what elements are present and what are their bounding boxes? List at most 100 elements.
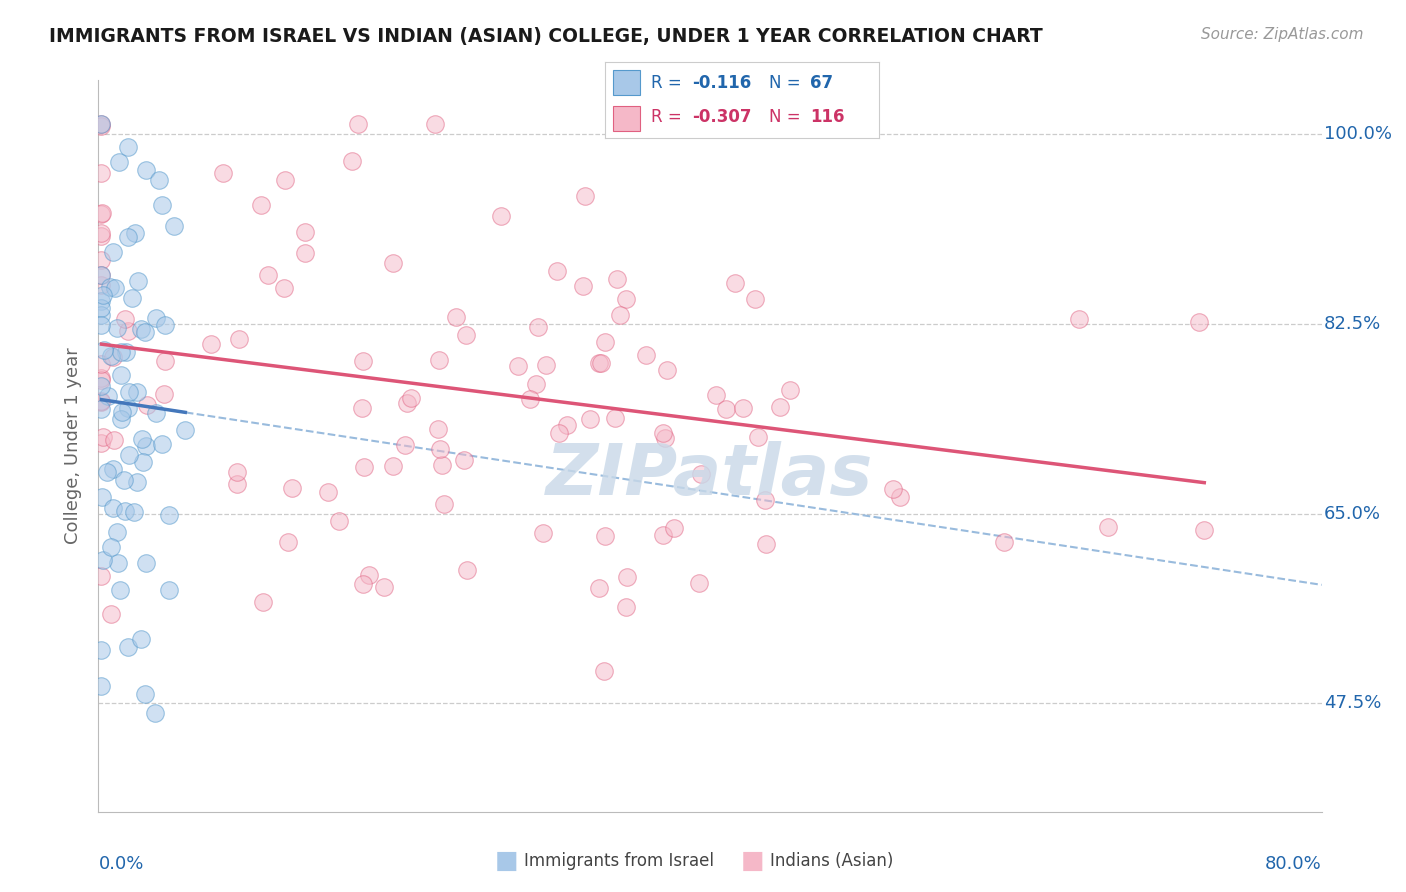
Point: [546, 263, 568, 277]
Point: [433, 497, 456, 511]
Point: [754, 493, 776, 508]
Point: [593, 529, 616, 543]
Point: [588, 581, 610, 595]
Point: [90, 117, 112, 131]
Point: [211, 166, 233, 180]
Text: 80.0%: 80.0%: [1265, 855, 1322, 873]
Point: [121, 292, 143, 306]
Point: [394, 437, 416, 451]
Point: [534, 359, 557, 373]
Point: [704, 388, 727, 402]
Point: [90, 370, 112, 384]
Point: [689, 467, 711, 481]
Point: [117, 401, 139, 415]
Point: [174, 423, 197, 437]
Point: [427, 353, 450, 368]
Point: [90, 117, 112, 131]
Point: [769, 400, 792, 414]
Point: [90, 229, 112, 244]
Point: [124, 226, 146, 240]
Point: [90, 301, 112, 315]
Point: [353, 459, 375, 474]
Point: [90, 318, 112, 332]
Point: [273, 281, 295, 295]
Point: [98, 279, 121, 293]
Point: [1194, 523, 1216, 537]
Point: [1188, 315, 1211, 329]
Point: [90, 357, 112, 371]
Point: [294, 246, 316, 260]
Text: -0.307: -0.307: [692, 109, 752, 127]
Point: [547, 425, 569, 440]
Point: [114, 312, 136, 326]
Text: R =: R =: [651, 73, 682, 92]
Text: N =: N =: [769, 73, 800, 92]
Point: [882, 482, 904, 496]
Point: [603, 410, 626, 425]
Point: [100, 607, 122, 621]
Point: [662, 521, 685, 535]
Text: R =: R =: [651, 109, 682, 127]
Point: [163, 219, 186, 234]
Point: [593, 335, 616, 350]
Point: [110, 582, 132, 597]
Point: [91, 430, 114, 444]
Point: [107, 556, 129, 570]
Point: [114, 504, 136, 518]
Text: 116: 116: [810, 109, 845, 127]
Point: [145, 310, 167, 325]
Point: [110, 345, 132, 359]
Point: [328, 514, 350, 528]
Point: [112, 473, 135, 487]
Point: [531, 525, 554, 540]
Point: [395, 396, 418, 410]
Point: [129, 632, 152, 647]
Point: [101, 461, 124, 475]
Point: [134, 688, 156, 702]
Point: [135, 439, 157, 453]
Text: ■: ■: [495, 849, 517, 872]
Point: [125, 475, 148, 489]
Point: [200, 337, 222, 351]
Point: [382, 458, 405, 473]
Point: [1067, 312, 1090, 326]
Point: [277, 535, 299, 549]
Text: IMMIGRANTS FROM ISRAEL VS INDIAN (ASIAN) COLLEGE, UNDER 1 YEAR CORRELATION CHART: IMMIGRANTS FROM ISRAEL VS INDIAN (ASIAN)…: [49, 27, 1043, 45]
Point: [574, 188, 596, 202]
Point: [373, 580, 395, 594]
Point: [107, 524, 129, 539]
Point: [93, 343, 115, 358]
Point: [316, 485, 339, 500]
Point: [135, 162, 157, 177]
Point: [688, 576, 710, 591]
Point: [347, 117, 370, 131]
Point: [747, 430, 769, 444]
Point: [90, 166, 112, 180]
Point: [454, 328, 477, 343]
Point: [110, 411, 132, 425]
Point: [654, 431, 676, 445]
Point: [131, 432, 153, 446]
Point: [252, 595, 274, 609]
Point: [132, 455, 155, 469]
Point: [90, 206, 112, 220]
Point: [122, 505, 145, 519]
Point: [134, 325, 156, 339]
Point: [90, 268, 112, 282]
Bar: [613, 70, 640, 95]
Point: [399, 391, 422, 405]
Point: [103, 433, 125, 447]
Point: [117, 640, 139, 654]
Bar: [613, 105, 640, 130]
Point: [572, 278, 595, 293]
Point: [489, 210, 512, 224]
Point: [90, 373, 112, 387]
Point: [1097, 520, 1119, 534]
Point: [779, 383, 801, 397]
Point: [524, 377, 547, 392]
Text: 65.0%: 65.0%: [1324, 505, 1381, 523]
Point: [90, 643, 112, 657]
Point: [634, 348, 657, 362]
Point: [555, 418, 578, 433]
Point: [714, 402, 737, 417]
